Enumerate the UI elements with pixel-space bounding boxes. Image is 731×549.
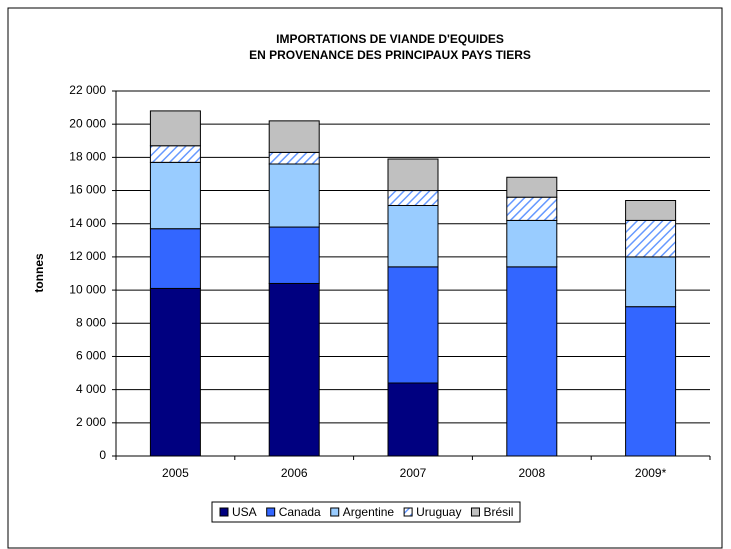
y-tick-label: 12 000 [69, 249, 106, 263]
bar-segment [387, 382, 439, 457]
bar-segment [149, 287, 201, 457]
bar-segment [149, 161, 201, 230]
y-tick-label: 10 000 [69, 282, 106, 296]
y-tick-label: 2 000 [76, 415, 106, 429]
chart-frame [7, 7, 723, 549]
bar-segment [268, 282, 320, 457]
legend-swatch [330, 507, 340, 517]
bar-segment [387, 204, 439, 268]
bar-segment [268, 163, 320, 228]
legend-box [211, 501, 521, 523]
legend-label: Argentine [343, 505, 395, 519]
bar-segment [149, 228, 201, 289]
y-axis-label: tonnes [32, 253, 46, 293]
y-tick-label: 18 000 [69, 150, 106, 164]
x-tick-label: 2005 [162, 466, 189, 480]
legend-label: Brésil [483, 505, 513, 519]
x-tick-label: 2006 [281, 466, 308, 480]
bar-segment [506, 266, 558, 457]
legend-label: Canada [279, 505, 321, 519]
bar-segment [387, 266, 439, 384]
y-tick-label: 14 000 [69, 216, 106, 230]
bar-segment [149, 145, 201, 163]
y-tick-label: 20 000 [69, 116, 106, 130]
bar-segment [268, 120, 320, 153]
legend-swatch [470, 507, 480, 517]
legend-swatch [266, 507, 276, 517]
bar-segment [268, 226, 320, 284]
chart-title: EN PROVENANCE DES PRINCIPAUX PAYS TIERS [249, 48, 531, 62]
y-tick-label: 22 000 [69, 83, 106, 97]
x-tick-label: 2008 [518, 466, 545, 480]
x-tick-label: 2009* [635, 466, 667, 480]
x-tick-label: 2007 [400, 466, 427, 480]
legend-swatch [403, 507, 413, 517]
bar-segment [625, 306, 677, 457]
y-tick-label: 0 [99, 448, 106, 462]
legend-swatch [219, 507, 229, 517]
bar-segment [506, 219, 558, 268]
legend-label: Uruguay [416, 505, 461, 519]
chart-title: IMPORTATIONS DE VIANDE D'EQUIDES [276, 32, 504, 46]
bar-segment [387, 190, 439, 206]
bar-segment [625, 256, 677, 308]
legend-label: USA [232, 505, 257, 519]
y-tick-label: 4 000 [76, 382, 106, 396]
y-tick-label: 8 000 [76, 315, 106, 329]
bar-segment [506, 196, 558, 221]
bar-segment [625, 200, 677, 221]
bar-segment [268, 151, 320, 165]
bar-segment [506, 176, 558, 198]
bar-segment [387, 158, 439, 192]
bar-segment [625, 219, 677, 258]
y-tick-label: 16 000 [69, 183, 106, 197]
y-tick-label: 6 000 [76, 349, 106, 363]
bar-segment [149, 110, 201, 147]
